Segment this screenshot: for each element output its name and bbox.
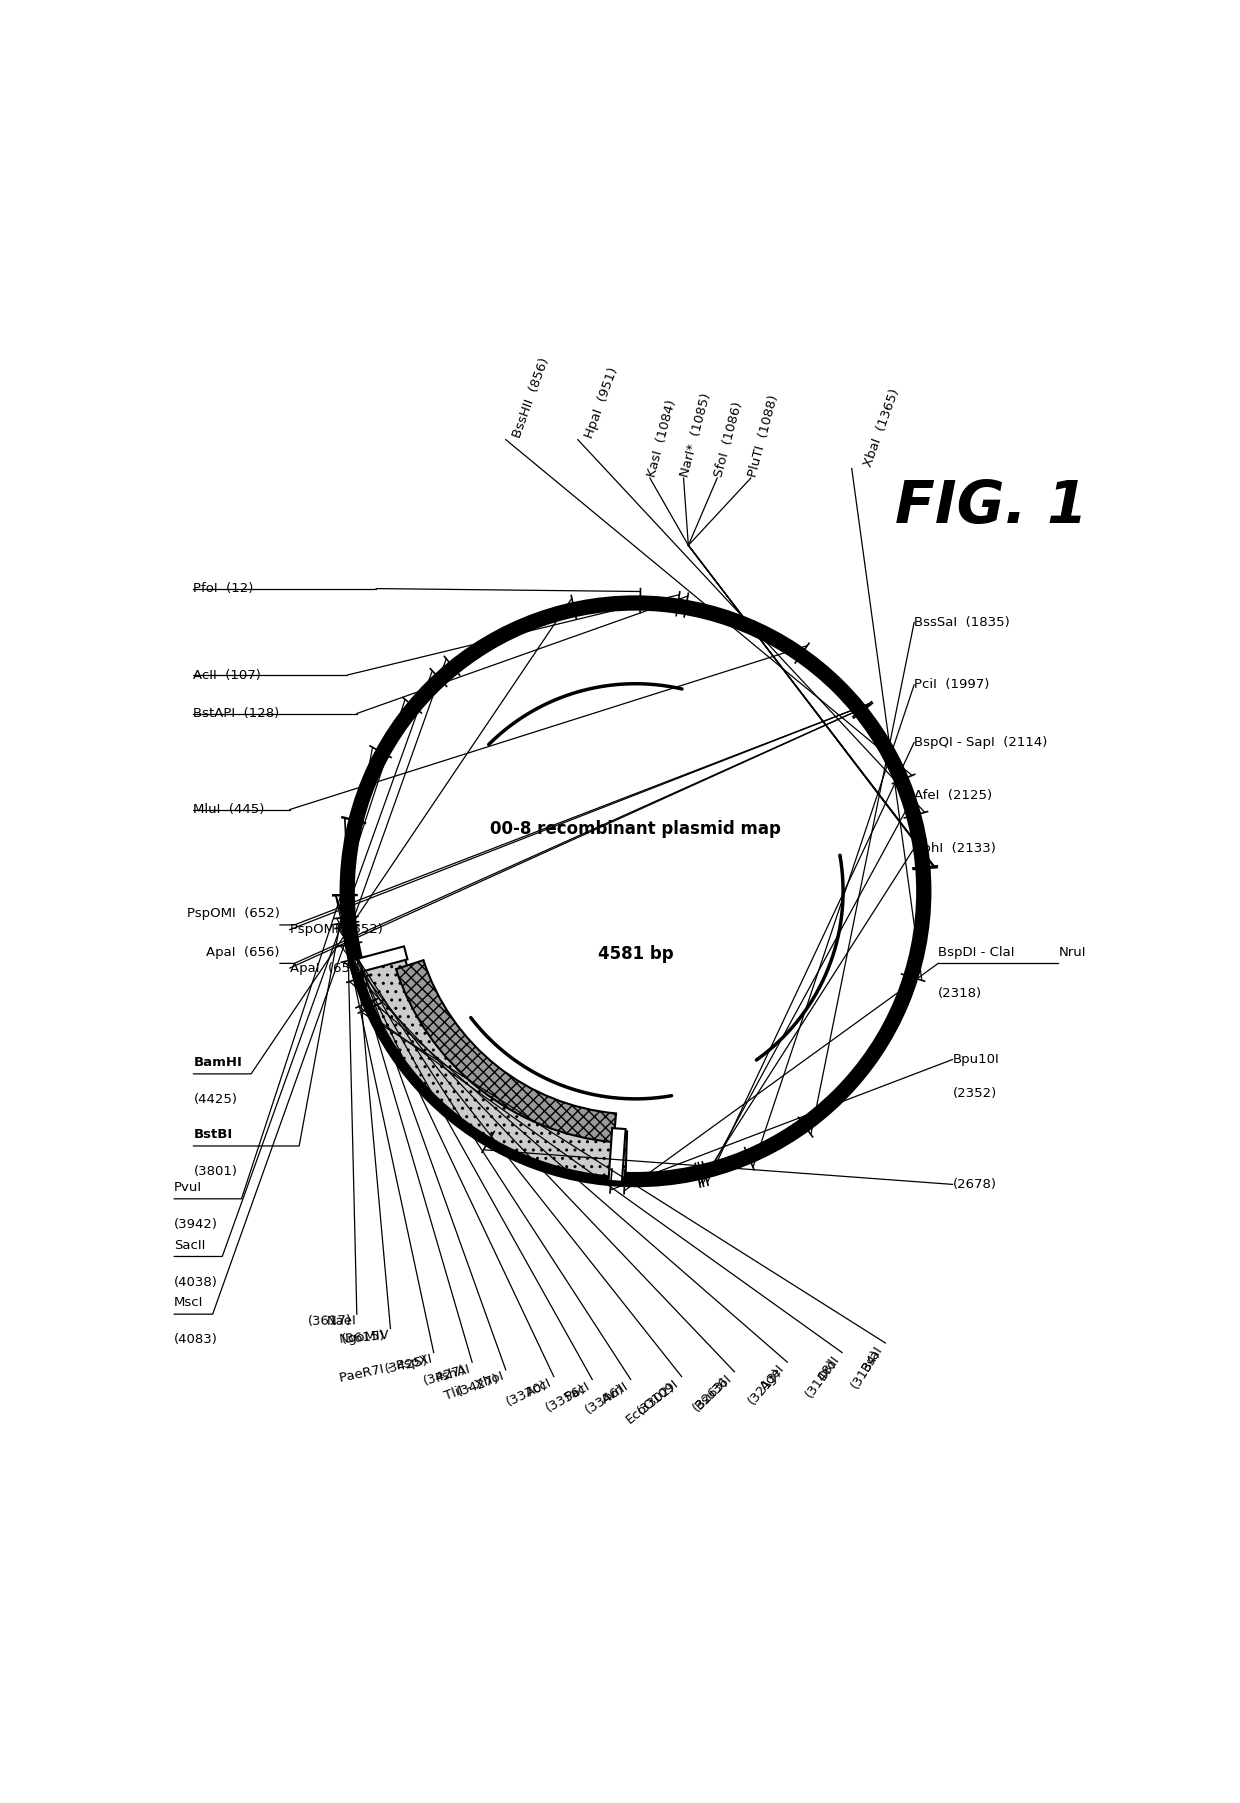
Text: BsaI: BsaI <box>859 1343 885 1374</box>
Text: (2352): (2352) <box>952 1087 997 1100</box>
Text: (3615): (3615) <box>341 1329 386 1345</box>
Text: (3346): (3346) <box>583 1383 626 1417</box>
Text: (3356): (3356) <box>543 1381 588 1415</box>
Text: 4581 bp: 4581 bp <box>598 945 673 963</box>
Text: (4083): (4083) <box>174 1334 218 1347</box>
Text: (3617): (3617) <box>308 1314 352 1329</box>
Text: FIG. 1: FIG. 1 <box>895 478 1087 535</box>
Text: BssHII  (856): BssHII (856) <box>511 355 552 440</box>
Text: PciI  (1997): PciI (1997) <box>914 678 990 691</box>
Text: SphI  (2133): SphI (2133) <box>914 842 996 855</box>
Text: TliI - XhoI: TliI - XhoI <box>443 1370 506 1403</box>
Text: NgoMIV: NgoMIV <box>339 1329 391 1347</box>
Circle shape <box>357 613 914 1170</box>
Text: PfoI  (12): PfoI (12) <box>193 582 254 595</box>
Wedge shape <box>358 954 627 1177</box>
Wedge shape <box>396 961 616 1141</box>
Text: EcoO109I: EcoO109I <box>624 1377 682 1426</box>
Text: (3302): (3302) <box>635 1379 678 1417</box>
Text: (3425): (3425) <box>383 1354 429 1376</box>
Text: KasI  (1084): KasI (1084) <box>645 398 678 478</box>
Text: XbaI  (1365): XbaI (1365) <box>862 388 901 469</box>
Text: BssSaI  (1835): BssSaI (1835) <box>914 615 1009 629</box>
Text: MscI: MscI <box>174 1296 203 1309</box>
Text: PshAI: PshAI <box>434 1363 472 1385</box>
Text: PaeR7I - PspXI: PaeR7I - PspXI <box>339 1352 434 1385</box>
Text: (3148): (3148) <box>804 1356 839 1399</box>
Text: (2678): (2678) <box>952 1177 997 1192</box>
Text: SacII: SacII <box>174 1239 206 1251</box>
Text: BstAPI  (128): BstAPI (128) <box>193 707 280 719</box>
Bar <box>353 947 408 974</box>
Text: (3370): (3370) <box>503 1379 549 1410</box>
Text: BamHI: BamHI <box>193 1057 242 1069</box>
Text: NruI: NruI <box>1058 945 1086 959</box>
Text: (3134): (3134) <box>848 1347 883 1392</box>
Text: MluI  (445): MluI (445) <box>193 802 265 817</box>
Text: AvrII: AvrII <box>599 1379 631 1406</box>
Text: 00-8 recombinant plasmid map: 00-8 recombinant plasmid map <box>490 820 781 838</box>
Text: PvuI: PvuI <box>174 1181 202 1194</box>
Text: (3942): (3942) <box>174 1219 218 1231</box>
Text: PacI: PacI <box>563 1379 593 1405</box>
Text: AcII  (107): AcII (107) <box>193 669 262 682</box>
Text: PluTI  (1088): PluTI (1088) <box>746 393 780 478</box>
Text: AfeI  (2125): AfeI (2125) <box>914 788 992 802</box>
Text: (3801): (3801) <box>193 1165 237 1177</box>
Text: HpaI  (951): HpaI (951) <box>583 366 620 440</box>
Text: (4425): (4425) <box>193 1093 237 1105</box>
Text: BstBI: BstBI <box>193 1129 233 1141</box>
Text: PspOMI  (652): PspOMI (652) <box>187 907 280 920</box>
Text: PspOMI  (652): PspOMI (652) <box>290 923 382 936</box>
Text: ApaI  (656): ApaI (656) <box>290 961 363 975</box>
Text: Bpu10I: Bpu10I <box>952 1053 999 1066</box>
Text: Bsu36I: Bsu36I <box>693 1372 734 1412</box>
Text: (3427): (3427) <box>455 1372 501 1399</box>
Text: BspQI - SapI  (2114): BspQI - SapI (2114) <box>914 736 1048 748</box>
Bar <box>609 1129 626 1181</box>
Text: (4038): (4038) <box>174 1277 218 1289</box>
Text: AccI: AccI <box>523 1377 554 1401</box>
Text: NaeI: NaeI <box>326 1314 357 1327</box>
Text: BspDI - ClaI: BspDI - ClaI <box>939 945 1014 959</box>
Text: (3213): (3213) <box>745 1367 784 1408</box>
Text: NarI*  (1085): NarI* (1085) <box>678 391 714 478</box>
Text: (3427): (3427) <box>422 1363 467 1388</box>
Text: ApaI  (656): ApaI (656) <box>206 945 280 959</box>
Text: AgeI: AgeI <box>758 1363 787 1394</box>
Text: SfoI  (1086): SfoI (1086) <box>712 400 745 478</box>
Text: DrdI: DrdI <box>816 1352 842 1383</box>
Text: (3263): (3263) <box>691 1376 732 1415</box>
Text: (2318): (2318) <box>939 988 982 1001</box>
